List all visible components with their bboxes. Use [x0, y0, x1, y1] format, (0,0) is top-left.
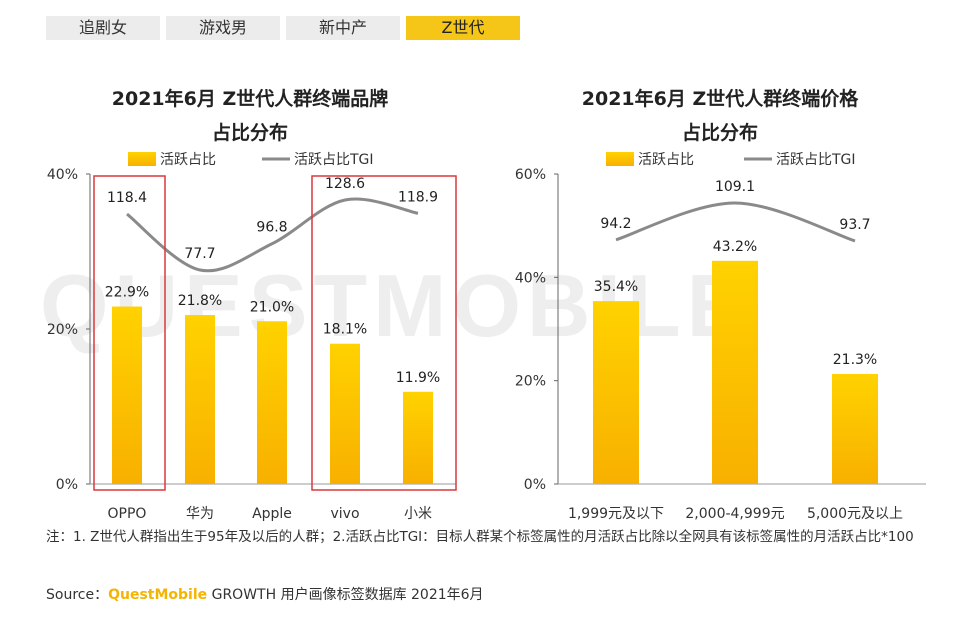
- chart2-title-line1: 2021年6月 Z世代人群终端价格: [581, 88, 859, 110]
- chart2-bar: [593, 301, 639, 484]
- chart1-y-tick-label: 0%: [56, 477, 78, 493]
- source-brand: QuestMobile: [108, 587, 208, 603]
- chart2-y-tick-label: 20%: [515, 374, 546, 390]
- chart2-bar-value-label: 43.2%: [713, 239, 757, 255]
- chart1-bar: [257, 321, 287, 484]
- chart1-bar-value-label: 11.9%: [396, 370, 440, 386]
- chart1-y-tick-label: 40%: [47, 167, 78, 183]
- chart1-legend-bar-label: 活跃占比: [160, 152, 216, 168]
- chart1-bar-value-label: 21.8%: [178, 293, 222, 309]
- chart2-title-line2: 占比分布: [681, 122, 758, 144]
- chart1-x-tick-label: vivo: [330, 506, 359, 522]
- chart2-x-tick-label: 5,000元及以上: [807, 506, 903, 522]
- chart1-bar-value-label: 22.9%: [105, 285, 149, 301]
- chart1-highlight-box: [93, 175, 166, 491]
- chart1-tgi-label: 128.6: [325, 176, 365, 192]
- tab-gen-z[interactable]: Z世代: [406, 16, 520, 40]
- chart1-tgi-label: 96.8: [256, 220, 287, 236]
- chart2-y-tick-label: 40%: [515, 270, 546, 286]
- chart1-bar: [403, 391, 433, 484]
- chart1-y-tick-label: 20%: [47, 322, 78, 338]
- chart2-bar: [832, 373, 878, 484]
- chart2-tgi-label: 93.7: [839, 217, 870, 233]
- tab-gamer-men[interactable]: 游戏男: [166, 16, 280, 40]
- chart1-tgi-label: 77.7: [184, 246, 215, 262]
- chart2-x-tick-label: 1,999元及以下: [568, 506, 664, 522]
- chart1-x-tick-label: 华为: [186, 506, 214, 522]
- chart1-title-line2: 占比分布: [211, 122, 288, 144]
- chart2-tgi-label: 94.2: [600, 216, 631, 232]
- chart2-legend-line-label: 活跃占比TGI: [776, 152, 856, 168]
- chart1-highlight-box: [311, 175, 457, 491]
- chart1-bar: [185, 315, 215, 484]
- chart1-title-line1: 2021年6月 Z世代人群终端品牌: [111, 88, 389, 110]
- source-line: Source：QuestMobile GROWTH 用户画像标签数据库 2021…: [46, 584, 484, 604]
- source-prefix: Source：: [46, 587, 109, 603]
- chart2-bar-value-label: 35.4%: [594, 279, 638, 295]
- tab-drama-women[interactable]: 追剧女: [46, 16, 160, 40]
- chart1-tgi-line: [126, 197, 419, 273]
- source-rest: GROWTH 用户画像标签数据库 2021年6月: [207, 587, 484, 603]
- chart2-title: 2021年6月 Z世代人群终端价格 占比分布: [530, 82, 910, 150]
- chart2-y-tick-label: 0%: [524, 477, 546, 493]
- chart1-x-tick-label: OPPO: [108, 506, 147, 522]
- chart1-tgi-label: 118.4: [107, 190, 147, 206]
- chart1-legend-line-label: 活跃占比TGI: [294, 152, 374, 168]
- chart1-tgi-label: 118.9: [398, 189, 438, 205]
- chart2-bar-value-label: 21.3%: [833, 352, 877, 368]
- chart1-bar: [330, 343, 360, 484]
- chart2-y-tick-label: 60%: [515, 167, 546, 183]
- chart2-legend-bar-label: 活跃占比: [638, 152, 694, 168]
- chart2-bar: [712, 260, 758, 484]
- chart1-x-tick-label: 小米: [404, 506, 432, 522]
- chart1-bar-value-label: 18.1%: [323, 322, 367, 338]
- footnote: 注：1. Z世代人群指出生于95年及以后的人群；2.活跃占比TGI：目标人群某个…: [46, 529, 914, 545]
- chart2-tgi-line: [615, 201, 856, 243]
- chart2-x-tick-label: 2,000-4,999元: [685, 506, 784, 522]
- chart1-bar: [112, 306, 142, 484]
- chart1-x-tick-label: Apple: [252, 506, 292, 522]
- chart2-tgi-label: 109.1: [715, 179, 755, 195]
- chart1-title: 2021年6月 Z世代人群终端品牌 占比分布: [60, 82, 440, 150]
- tab-new-middle-class[interactable]: 新中产: [286, 16, 400, 40]
- chart1-bar-value-label: 21.0%: [250, 299, 294, 315]
- chart1-legend-bar-swatch: [128, 152, 156, 166]
- chart2-legend-bar-swatch: [606, 152, 634, 166]
